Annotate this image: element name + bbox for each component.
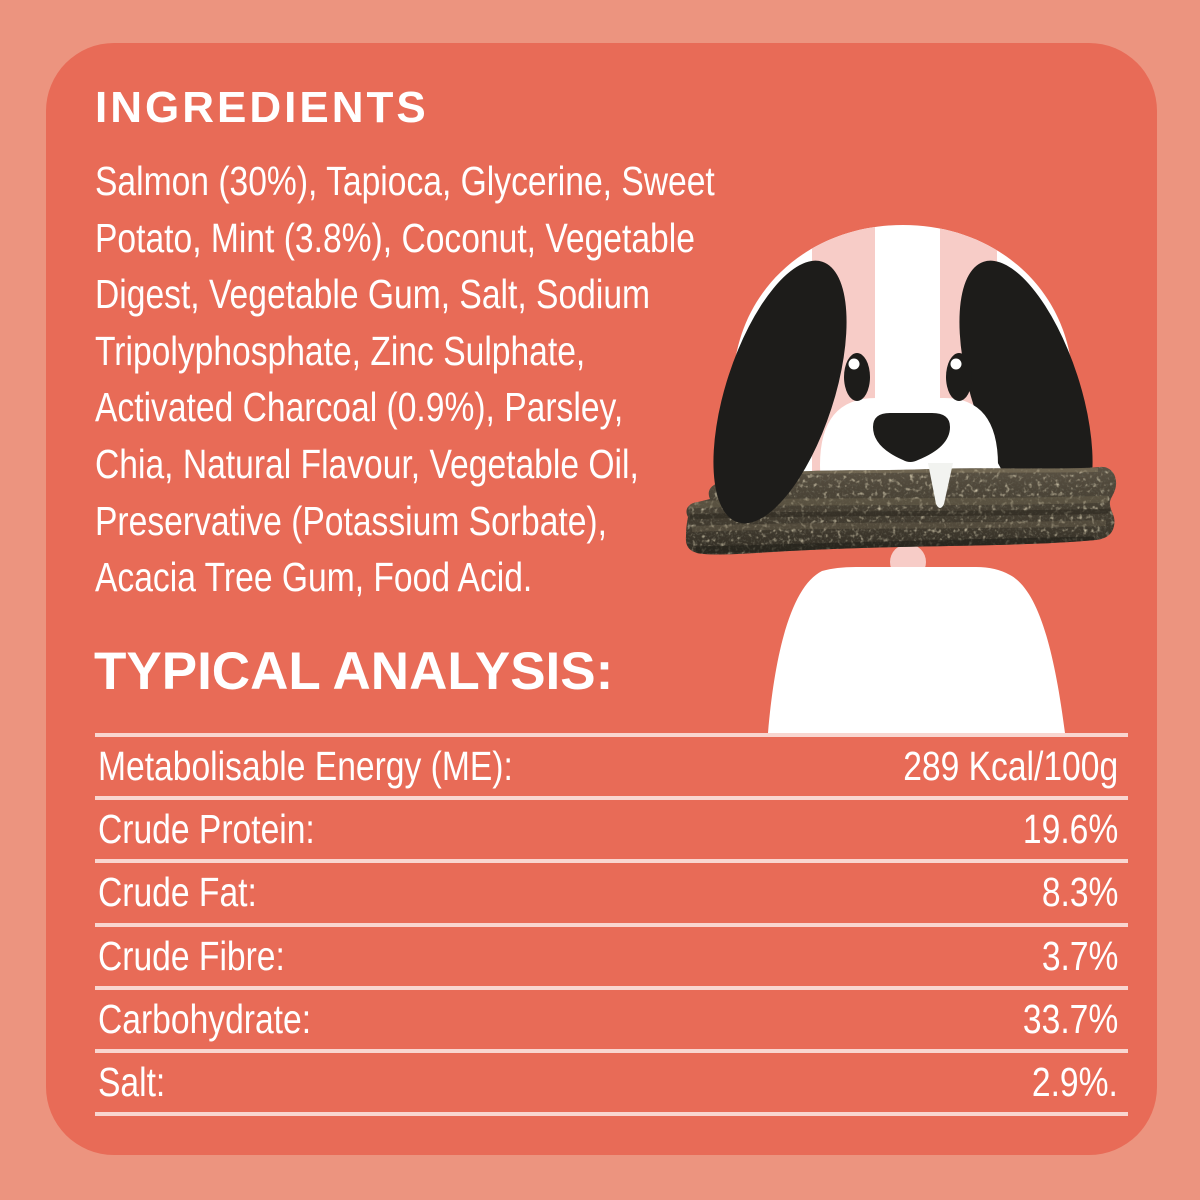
dog-right-eye-highlight — [950, 358, 962, 370]
ingredients-heading: INGREDIENTS — [95, 83, 429, 132]
analysis-row-salt: Salt: 2.9%. — [95, 1048, 1128, 1112]
analysis-row-value: 2.9%. — [1032, 1058, 1118, 1105]
analysis-row-value: 8.3% — [1041, 869, 1118, 916]
ingredients-line: Acacia Tree Gum, Food Acid. — [95, 554, 533, 601]
dog-right-ear — [959, 260, 1093, 524]
analysis-row-value: 19.6% — [1022, 806, 1118, 853]
ingredients-text: Salmon (30%), Tapioca, Glycerine, Sweet … — [95, 153, 755, 606]
analysis-row-label: Metabolisable Energy (ME): — [98, 743, 513, 790]
analysis-row-crude-fibre: Crude Fibre: 3.7% — [95, 922, 1128, 986]
ingredients-line: Salmon (30%), Tapioca, Glycerine, Sweet — [95, 158, 715, 204]
ingredients-line: Digest, Vegetable Gum, Salt, Sodium — [95, 271, 651, 318]
analysis-row-value: 3.7% — [1041, 932, 1118, 979]
ingredients-line: Chia, Natural Flavour, Vegetable Oil, — [95, 440, 639, 487]
ingredients-line: Preservative (Potassium Sorbate), — [95, 497, 607, 544]
analysis-row-value: 33.7% — [1022, 995, 1118, 1042]
dog-illustration-svg — [685, 225, 1117, 733]
dog-nose — [873, 413, 950, 462]
analysis-row-value: 289 Kcal/100g — [903, 743, 1118, 790]
ingredients-line: Activated Charcoal (0.9%), Parsley, — [95, 384, 624, 431]
analysis-row-label: Crude Fat: — [98, 869, 257, 916]
dog-body — [768, 567, 1065, 733]
analysis-row-label: Carbohydrate: — [98, 995, 312, 1042]
dog-left-eye-highlight — [848, 358, 860, 370]
analysis-row-crude-fat: Crude Fat: 8.3% — [95, 859, 1128, 922]
ingredients-line: Potato, Mint (3.8%), Coconut, Vegetable — [95, 214, 695, 261]
analysis-row-label: Crude Protein: — [98, 806, 315, 853]
dog-left-ear — [713, 260, 847, 524]
analysis-row-label: Crude Fibre: — [98, 932, 285, 979]
analysis-row-label: Salt: — [98, 1058, 166, 1105]
analysis-table: Metabolisable Energy (ME): 289 Kcal/100g… — [95, 733, 1128, 1116]
analysis-row-crude-protein: Crude Protein: 19.6% — [95, 796, 1128, 859]
ingredients-line: Tripolyphosphate, Zinc Sulphate, — [95, 327, 586, 374]
dog-fang — [928, 463, 953, 508]
analysis-row-metabolisable-energy: Metabolisable Energy (ME): 289 Kcal/100g — [95, 733, 1128, 796]
dog-illustration — [660, 220, 1160, 733]
analysis-heading: TYPICAL ANALYSIS: — [94, 642, 614, 701]
analysis-row-carbohydrate: Carbohydrate: 33.7% — [95, 985, 1128, 1049]
